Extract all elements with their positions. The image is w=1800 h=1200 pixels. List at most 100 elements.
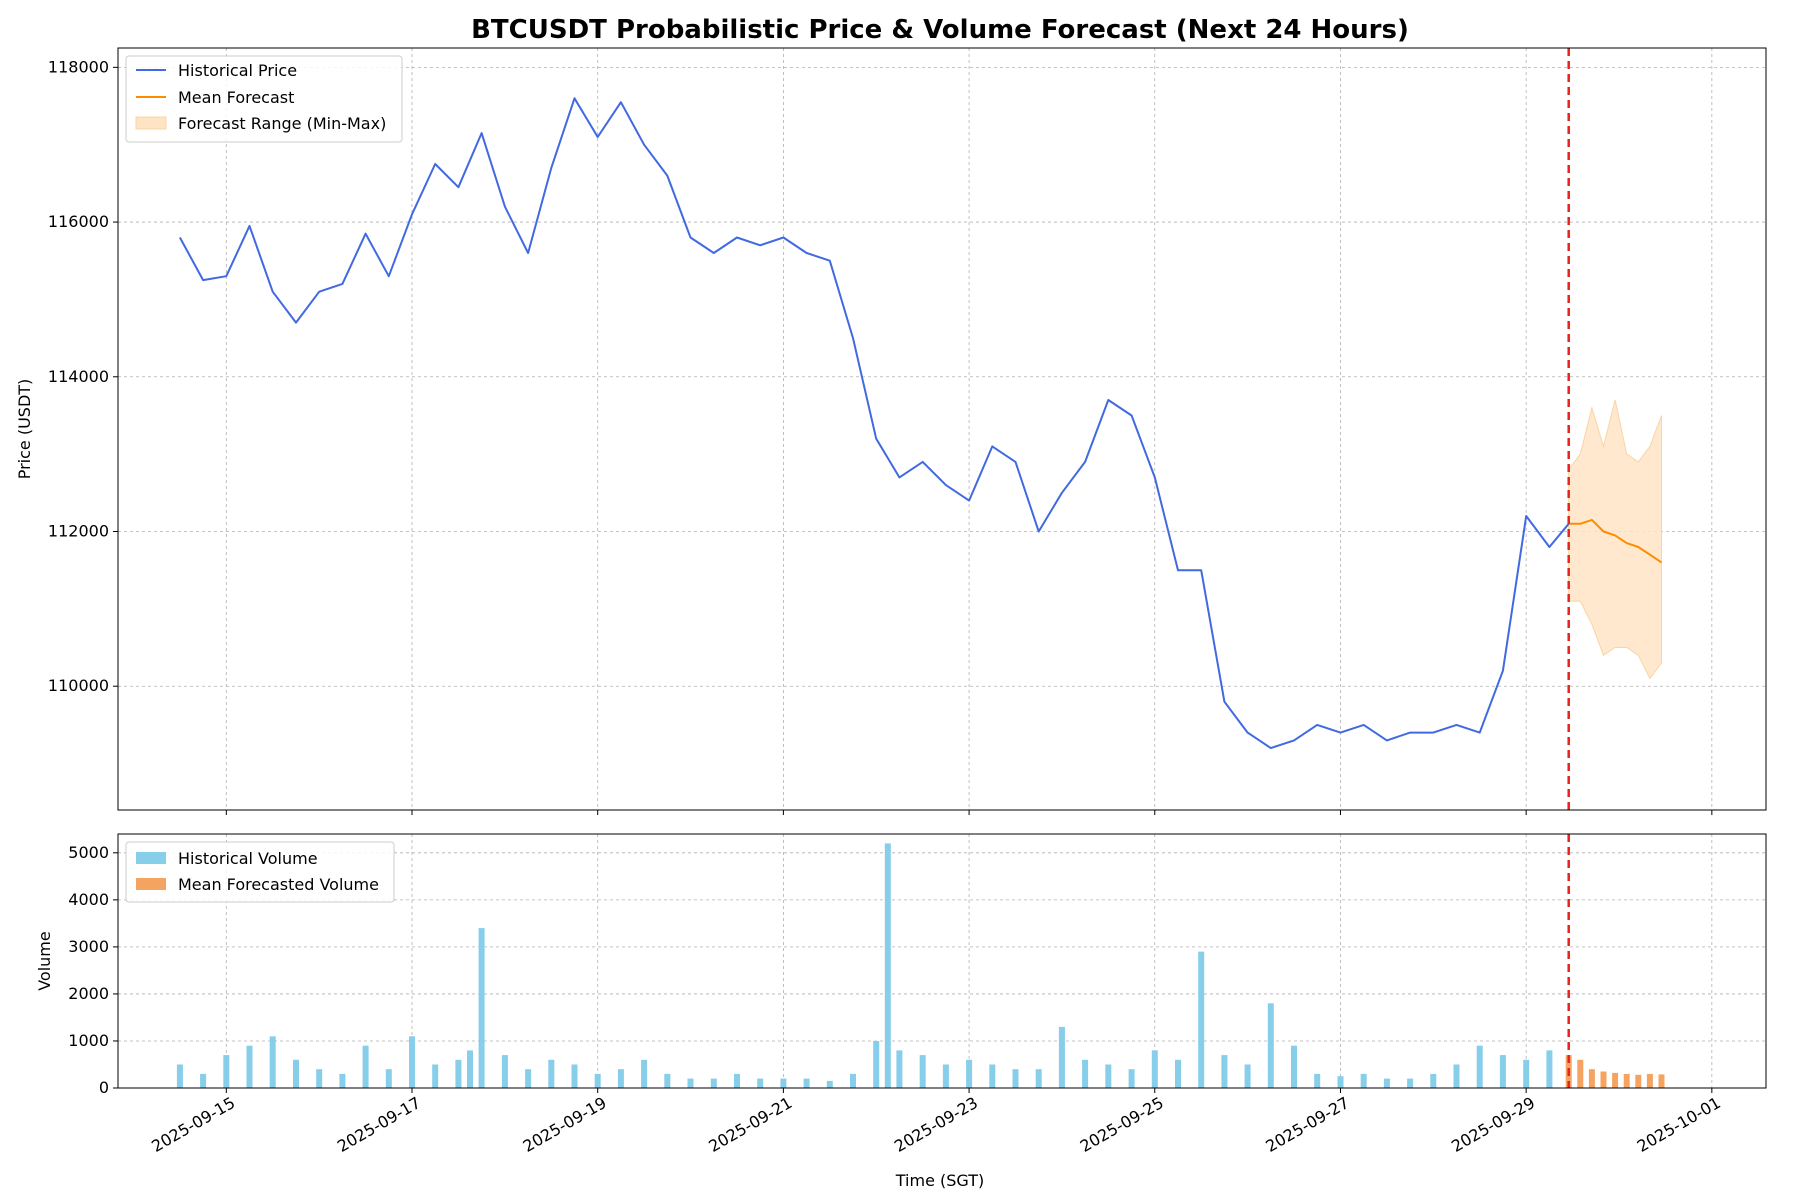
volume-bars bbox=[176, 834, 1665, 1088]
historical-volume-bar bbox=[966, 1059, 973, 1088]
historical-volume-bar bbox=[1221, 1055, 1228, 1088]
historical-volume-bar bbox=[1476, 1045, 1483, 1088]
historical-volume-bar bbox=[884, 843, 891, 1088]
historical-volume-bar bbox=[1360, 1073, 1367, 1088]
historical-volume-bar bbox=[757, 1078, 764, 1088]
historical-volume-bar bbox=[1175, 1059, 1181, 1088]
historical-volume-bar bbox=[316, 1069, 323, 1088]
historical-volume-bar bbox=[1105, 1064, 1112, 1088]
forecast-volume-bar bbox=[1600, 1071, 1607, 1088]
historical-volume-bar bbox=[896, 1050, 903, 1088]
volume-ytick-label: 2000 bbox=[68, 984, 109, 1003]
price-legend: Historical Price Mean Forecast Forecast … bbox=[125, 55, 403, 143]
volume-x-ticks: 2025-09-15 2025-09-17 2025-09-19 2025-09-21… bbox=[148, 1088, 1724, 1156]
historical-volume-bar bbox=[1453, 1064, 1460, 1088]
forecast-volume-bar bbox=[1577, 1059, 1584, 1088]
volume-xtick-label: 2025-09-17 bbox=[334, 1093, 424, 1156]
forecast-range-area bbox=[1568, 399, 1662, 680]
volume-xtick-label: 2025-09-21 bbox=[705, 1093, 795, 1156]
historical-volume-bar bbox=[200, 1073, 207, 1088]
historical-volume-bar bbox=[1035, 1069, 1042, 1088]
historical-volume-bar bbox=[1244, 1064, 1251, 1088]
historical-volume-bar bbox=[1314, 1073, 1321, 1088]
historical-volume-bar bbox=[1012, 1069, 1019, 1088]
forecast-volume-bar bbox=[1658, 1074, 1665, 1088]
legend-label-mean-forecast: Mean Forecast bbox=[178, 88, 294, 107]
historical-volume-bar bbox=[409, 1036, 415, 1088]
forecast-volume-bar bbox=[1646, 1073, 1653, 1088]
historical-volume-bar bbox=[1499, 1055, 1506, 1088]
historical-volume-bar bbox=[1383, 1078, 1390, 1088]
price-gridlines bbox=[118, 48, 1766, 810]
forecast-volume-bar bbox=[1623, 1073, 1630, 1088]
historical-volume-bar bbox=[687, 1078, 694, 1088]
historical-volume-bar bbox=[571, 1064, 578, 1088]
volume-xtick-label: 2025-10-01 bbox=[1634, 1093, 1724, 1156]
mean-forecast-line bbox=[1568, 518, 1663, 564]
volume-ytick-label: 1000 bbox=[68, 1031, 109, 1050]
forecast-volume-bar bbox=[1612, 1072, 1619, 1088]
volume-xtick-label: 2025-09-27 bbox=[1262, 1093, 1352, 1156]
volume-legend-box bbox=[125, 841, 395, 903]
historical-volume-bar bbox=[1291, 1045, 1297, 1088]
historical-volume-bar bbox=[1267, 1003, 1274, 1088]
historical-volume-bar bbox=[803, 1078, 810, 1088]
historical-volume-bar bbox=[223, 1055, 230, 1088]
forecast-volume-bar bbox=[1588, 1069, 1595, 1088]
volume-ytick-label: 4000 bbox=[68, 890, 109, 909]
chart-title: BTCUSDT Probabilistic Price & Volume For… bbox=[471, 15, 1409, 45]
historical-volume-bar bbox=[1128, 1069, 1135, 1088]
price-ytick-label: 114000 bbox=[48, 367, 109, 386]
historical-volume-bar bbox=[989, 1064, 996, 1088]
historical-volume-bar bbox=[594, 1073, 601, 1088]
price-axes-frame bbox=[117, 47, 1767, 811]
historical-volume-bar bbox=[1523, 1059, 1530, 1088]
historical-volume-bar bbox=[548, 1059, 555, 1088]
volume-xtick-label: 2025-09-15 bbox=[148, 1093, 238, 1156]
price-legend-box bbox=[125, 55, 403, 143]
price-ytick-label: 112000 bbox=[48, 522, 109, 541]
historical-volume-bar bbox=[432, 1064, 439, 1088]
historical-volume-bar bbox=[1546, 1050, 1553, 1088]
historical-volume-bar bbox=[362, 1045, 369, 1088]
price-y-ticks: 110000 112000 114000 116000 118000 bbox=[48, 57, 118, 695]
volume-ytick-label: 5000 bbox=[68, 843, 109, 862]
historical-volume-bar bbox=[339, 1073, 346, 1088]
historical-volume-bar bbox=[269, 1036, 276, 1088]
volume-axes-frame bbox=[117, 833, 1767, 1089]
historical-volume-bar bbox=[1407, 1078, 1414, 1088]
forecast-volume-bar bbox=[1635, 1074, 1642, 1088]
historical-volume-bar bbox=[385, 1069, 392, 1088]
price-y-label: Price (USDT) bbox=[15, 379, 34, 480]
legend-label-forecast-volume: Mean Forecasted Volume bbox=[178, 875, 379, 894]
volume-y-ticks: 0 1000 2000 3000 4000 5000 bbox=[68, 843, 118, 1097]
legend-label-forecast-range: Forecast Range (Min-Max) bbox=[178, 114, 386, 133]
historical-volume-bar bbox=[664, 1073, 671, 1088]
historical-volume-bar bbox=[1082, 1059, 1089, 1088]
historical-volume-bar bbox=[525, 1069, 532, 1088]
historical-volume-bar bbox=[176, 1064, 183, 1088]
historical-volume-bar bbox=[1058, 1026, 1065, 1088]
historical-volume-bar bbox=[293, 1059, 299, 1088]
historical-volume-bar bbox=[455, 1059, 462, 1088]
volume-ytick-label: 3000 bbox=[68, 937, 109, 956]
historical-volume-bar bbox=[501, 1055, 508, 1088]
historical-volume-bar bbox=[467, 1050, 473, 1088]
historical-volume-bar bbox=[850, 1073, 856, 1088]
historical-volume-bar bbox=[641, 1059, 648, 1088]
historical-price-line bbox=[179, 97, 1570, 750]
x-axis-label: Time (SGT) bbox=[895, 1171, 984, 1190]
volume-xtick-label: 2025-09-25 bbox=[1077, 1093, 1167, 1156]
historical-volume-bar bbox=[780, 1078, 787, 1088]
historical-volume-bar bbox=[826, 1080, 833, 1088]
legend-swatch-historical-volume bbox=[136, 852, 166, 864]
volume-legend: Historical Volume Mean Forecasted Volume bbox=[125, 841, 395, 903]
historical-volume-bar bbox=[710, 1078, 717, 1088]
price-ytick-label: 110000 bbox=[48, 676, 109, 695]
historical-volume-bar bbox=[1430, 1073, 1437, 1088]
forecast-range-band bbox=[1568, 399, 1662, 680]
price-ytick-label: 118000 bbox=[48, 57, 109, 76]
historical-volume-bar bbox=[1337, 1076, 1344, 1088]
price-lines bbox=[179, 48, 1663, 810]
